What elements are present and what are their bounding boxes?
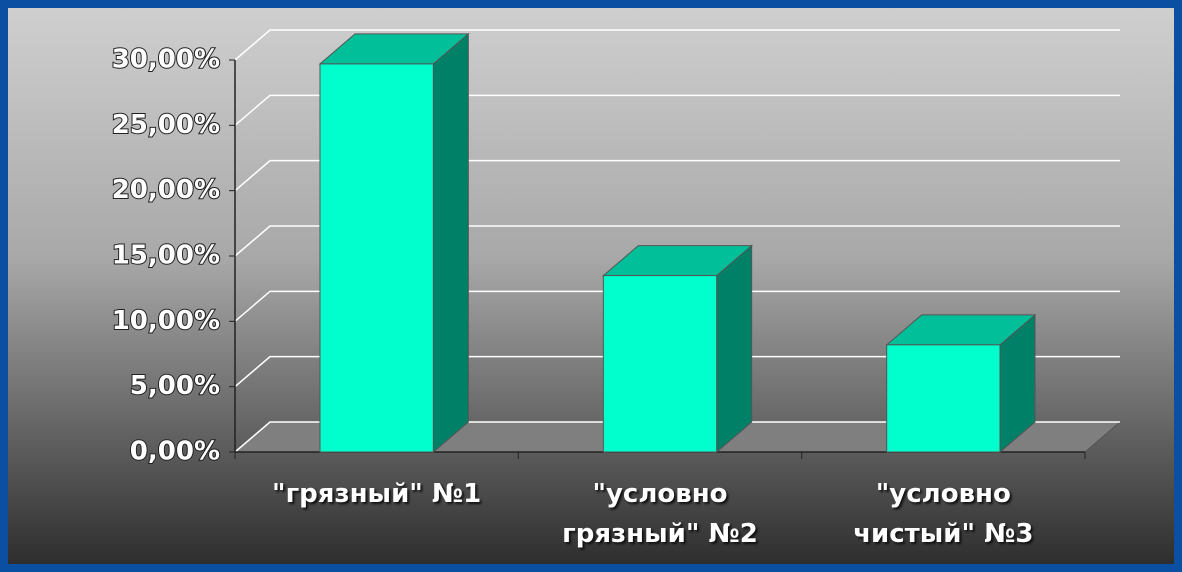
- bar-side: [716, 244, 753, 454]
- grid-line: [234, 290, 1120, 322]
- y-tick-label: 10,00%: [112, 306, 220, 336]
- bar-side: [432, 32, 469, 454]
- y-tick-label: 0,00%: [130, 437, 220, 467]
- grid-line: [234, 225, 1120, 257]
- y-tick-label: 5,00%: [130, 371, 220, 401]
- y-tick-label: 20,00%: [112, 175, 220, 205]
- background: [8, 8, 1174, 564]
- y-tick-label: 25,00%: [112, 110, 220, 140]
- x-tick-label: "условно грязный" №2: [562, 479, 758, 549]
- grid-line: [234, 29, 1120, 61]
- y-tick-label: 15,00%: [112, 241, 220, 271]
- grid-line: [234, 94, 1120, 126]
- grid-line: [234, 159, 1120, 192]
- bar: [886, 344, 1001, 453]
- x-tick-label: "грязный" №1: [272, 479, 482, 509]
- grid-line: [234, 421, 1120, 453]
- x-tick-label: "условно чистый" №3: [853, 479, 1034, 549]
- grid-line: [234, 355, 1120, 388]
- bar: [602, 275, 718, 453]
- bar: [319, 63, 434, 453]
- y-tick-label: 30,00%: [112, 45, 220, 75]
